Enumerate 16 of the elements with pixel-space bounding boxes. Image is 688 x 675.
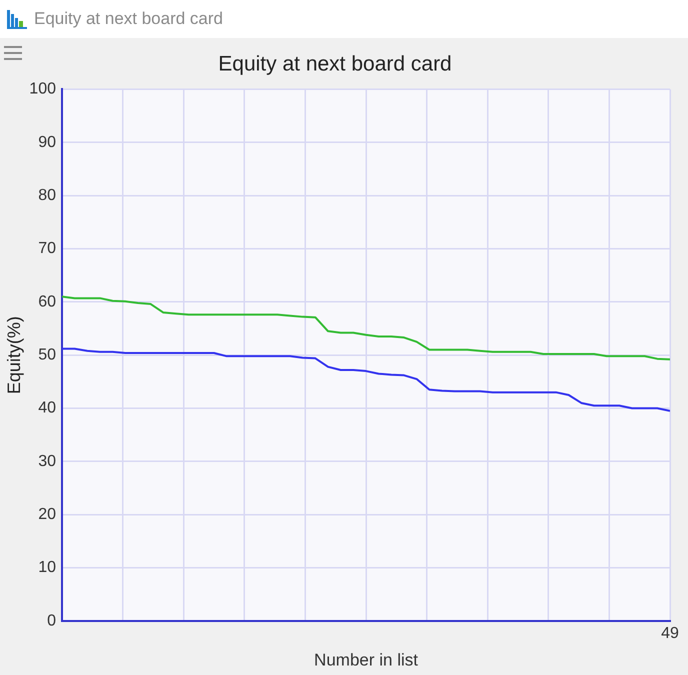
y-tick-label: 50 bbox=[38, 346, 56, 364]
y-tick-label: 80 bbox=[38, 186, 56, 204]
y-tick-label: 60 bbox=[38, 293, 56, 310]
x-tick-label: 49 bbox=[661, 625, 679, 642]
y-axis-title: Equity(%) bbox=[4, 316, 24, 394]
y-tick-label: 30 bbox=[38, 452, 56, 470]
y-tick-label: 20 bbox=[38, 506, 56, 524]
y-tick-label: 90 bbox=[38, 134, 56, 151]
y-tick-label: 40 bbox=[38, 400, 56, 417]
y-tick-label: 0 bbox=[47, 612, 56, 630]
chart-title: Equity at next board card bbox=[218, 52, 452, 76]
y-tick-label: 10 bbox=[38, 559, 56, 576]
y-tick-label: 100 bbox=[29, 80, 56, 98]
chart-title: Equity at next board card bbox=[34, 9, 224, 28]
x-axis-title: Number in list bbox=[314, 650, 418, 670]
y-tick-label: 70 bbox=[38, 240, 56, 258]
